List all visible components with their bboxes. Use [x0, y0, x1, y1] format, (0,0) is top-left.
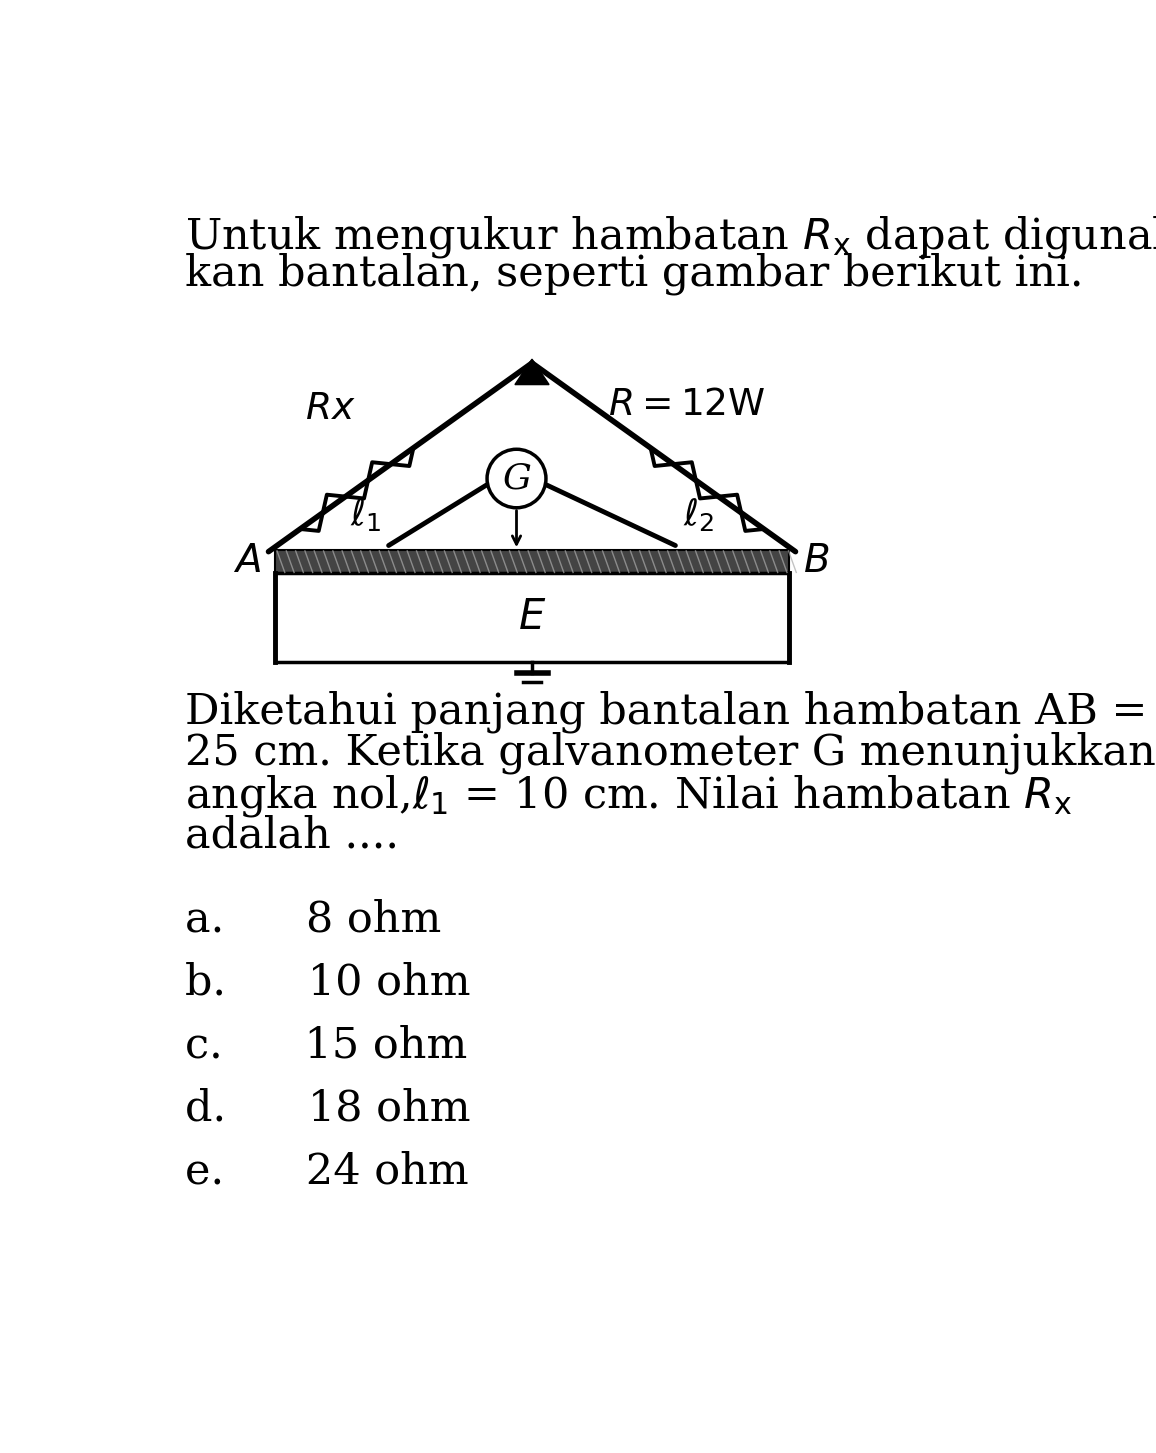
- Text: e.      24 ohm: e. 24 ohm: [185, 1151, 468, 1193]
- Text: G: G: [502, 462, 531, 495]
- Text: kan bantalan, seperti gambar berikut ini.: kan bantalan, seperti gambar berikut ini…: [185, 253, 1083, 295]
- Text: angka nol,$\ell_{1}$ = 10 cm. Nilai hambatan $R_{\mathrm{x}}$: angka nol,$\ell_{1}$ = 10 cm. Nilai hamb…: [185, 773, 1073, 819]
- Bar: [275, 551, 790, 574]
- Text: $\ell_{1}$: $\ell_{1}$: [350, 497, 381, 533]
- Text: d.      18 ohm: d. 18 ohm: [185, 1088, 470, 1129]
- Text: $E$: $E$: [518, 597, 546, 638]
- Circle shape: [487, 449, 546, 507]
- Text: adalah ....: adalah ....: [185, 815, 399, 857]
- Text: Untuk mengukur hambatan $R_{\mathrm{x}}$ dapat digunakan-: Untuk mengukur hambatan $R_{\mathrm{x}}$…: [185, 215, 1156, 260]
- Text: b.      10 ohm: b. 10 ohm: [185, 962, 470, 1004]
- Polygon shape: [514, 359, 549, 385]
- Text: $Rx$: $Rx$: [305, 391, 356, 427]
- Text: $R = 12\mathrm{W}$: $R = 12\mathrm{W}$: [608, 388, 765, 423]
- Text: c.      15 ohm: c. 15 ohm: [185, 1024, 467, 1067]
- Bar: [275, 574, 790, 661]
- Text: 25 cm. Ketika galvanometer G menunjukkan: 25 cm. Ketika galvanometer G menunjukkan: [185, 732, 1156, 774]
- Text: $B$: $B$: [803, 543, 830, 580]
- Text: $\ell_{2}$: $\ell_{2}$: [683, 497, 714, 533]
- Text: Diketahui panjang bantalan hambatan AB =: Diketahui panjang bantalan hambatan AB =: [185, 690, 1147, 732]
- Text: a.      8 ohm: a. 8 ohm: [185, 898, 442, 940]
- Text: $A$: $A$: [232, 543, 261, 580]
